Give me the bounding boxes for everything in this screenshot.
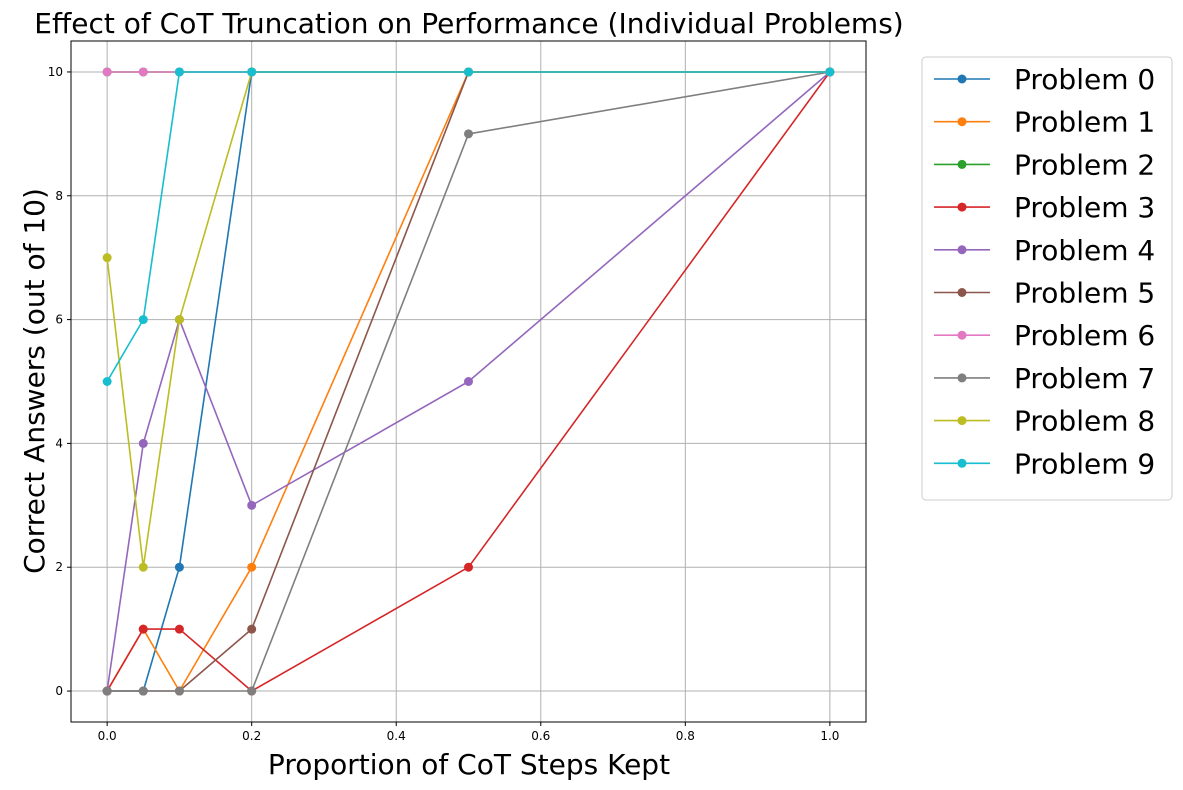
data-point-problem-4 bbox=[138, 438, 148, 448]
legend-label: Problem 2 bbox=[1014, 148, 1155, 181]
legend-swatch-marker bbox=[957, 117, 967, 127]
data-point-problem-3 bbox=[464, 562, 473, 572]
series-line-problem-7 bbox=[107, 71, 831, 692]
legend-swatch-marker bbox=[957, 288, 967, 297]
x-tick-label: 0.6 bbox=[531, 729, 550, 743]
data-point-problem-7 bbox=[174, 686, 184, 696]
legend-swatch-marker bbox=[957, 458, 967, 468]
data-point-problem-9 bbox=[825, 67, 835, 77]
x-tick-label: 0.8 bbox=[676, 729, 695, 743]
data-point-problem-8 bbox=[174, 315, 184, 325]
y-tick-label: 6 bbox=[55, 313, 63, 327]
legend-label: Problem 0 bbox=[1014, 63, 1155, 96]
data-point-problem-9 bbox=[247, 67, 257, 77]
data-point-problem-6 bbox=[102, 67, 112, 77]
data-point-problem-9 bbox=[464, 67, 473, 77]
legend-label: Problem 9 bbox=[1014, 447, 1155, 480]
data-point-problem-7 bbox=[464, 129, 473, 139]
chart-title: Effect of CoT Truncation on Performance … bbox=[34, 7, 903, 40]
y-axis-label: Correct Answers (out of 10) bbox=[18, 188, 51, 574]
data-point-problem-3 bbox=[138, 624, 148, 634]
data-point-problem-7 bbox=[247, 686, 257, 696]
legend-label: Problem 3 bbox=[1014, 191, 1155, 224]
y-tick-label: 2 bbox=[55, 560, 63, 574]
x-tick-label: 1.0 bbox=[820, 729, 839, 743]
x-tick-label: 0.2 bbox=[242, 729, 261, 743]
x-tick-label: 0.4 bbox=[387, 729, 406, 743]
series-line-problem-9 bbox=[106, 71, 830, 382]
legend-swatch-marker bbox=[957, 159, 967, 169]
legend-label: Problem 8 bbox=[1014, 405, 1155, 438]
legend-label: Problem 7 bbox=[1014, 362, 1155, 395]
legend: Problem 0 Problem 1 Problem 2 Problem 3 Prob… bbox=[921, 56, 1173, 501]
data-point-problem-8 bbox=[102, 253, 112, 263]
series-lines bbox=[106, 71, 831, 692]
data-point-problem-9 bbox=[102, 377, 112, 386]
legend-swatch-marker bbox=[957, 245, 967, 255]
x-axis-label: Proportion of CoT Steps Kept bbox=[268, 748, 670, 781]
legend-swatch-marker bbox=[957, 330, 967, 340]
axis-ticks: 0.0 0.2 0.4 0.6 0.8 1.0 0 2 4 6 8 10 bbox=[48, 65, 840, 743]
data-point-problem-7 bbox=[102, 686, 112, 696]
series-markers bbox=[102, 67, 835, 696]
data-point-problem-6 bbox=[138, 67, 148, 77]
legend-label: Problem 6 bbox=[1014, 319, 1155, 352]
legend-label: Problem 5 bbox=[1014, 277, 1155, 310]
legend-label: Problem 4 bbox=[1014, 234, 1155, 267]
data-point-problem-4 bbox=[464, 377, 473, 386]
data-point-problem-5 bbox=[247, 624, 257, 634]
y-tick-label: 4 bbox=[55, 436, 63, 450]
legend-swatch-marker bbox=[957, 202, 967, 212]
data-point-problem-1 bbox=[247, 562, 257, 572]
data-point-problem-9 bbox=[174, 67, 184, 77]
y-tick-label: 8 bbox=[55, 189, 63, 203]
plot-frame bbox=[70, 40, 867, 723]
y-tick-label: 0 bbox=[55, 684, 63, 698]
data-point-problem-0 bbox=[174, 562, 184, 572]
data-point-problem-9 bbox=[138, 315, 148, 325]
data-point-problem-3 bbox=[174, 624, 184, 634]
legend-label: Problem 1 bbox=[1014, 106, 1155, 139]
legend-box bbox=[921, 56, 1173, 501]
x-tick-label: 0.0 bbox=[98, 729, 117, 743]
legend-swatch-marker bbox=[957, 416, 967, 426]
legend-swatch-marker bbox=[957, 373, 967, 383]
data-point-problem-7 bbox=[138, 686, 148, 696]
legend-swatch-marker bbox=[957, 74, 967, 84]
data-point-problem-4 bbox=[247, 500, 257, 510]
data-point-problem-8 bbox=[138, 562, 148, 572]
y-tick-label: 10 bbox=[48, 65, 63, 79]
series-line-problem-4 bbox=[106, 71, 831, 692]
